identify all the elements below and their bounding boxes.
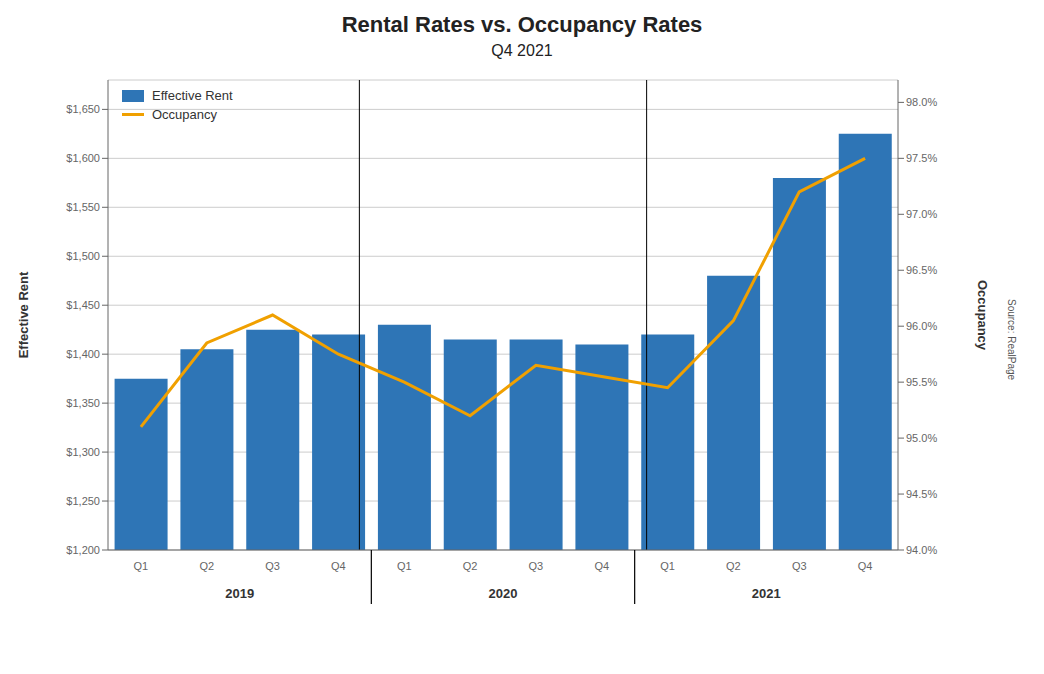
html-text:Q4 2021: Q4 2021 <box>491 42 553 59</box>
html-text:Rental Rates vs. Occupancy Rat: Rental Rates vs. Occupancy Rates <box>341 12 703 37</box>
svg-text:$1,550: $1,550 <box>66 201 100 213</box>
html-text:Source: RealPage: Source: RealPage <box>1006 299 1017 381</box>
svg-text:$1,650: $1,650 <box>66 103 100 115</box>
svg-text:97.5%: 97.5% <box>906 152 937 164</box>
svg-text:Q1: Q1 <box>134 560 149 572</box>
svg-text:Q2: Q2 <box>199 560 214 572</box>
svg-text:95.5%: 95.5% <box>906 376 937 388</box>
svg-text:97.0%: 97.0% <box>906 208 937 220</box>
svg-text:$1,250: $1,250 <box>66 495 100 507</box>
svg-text:$1,500: $1,500 <box>66 250 100 262</box>
svg-text:94.5%: 94.5% <box>906 488 937 500</box>
svg-text:95.0%: 95.0% <box>906 432 937 444</box>
svg-text:Q4: Q4 <box>331 560 346 572</box>
svg-text:2020: 2020 <box>489 586 518 601</box>
svg-text:Q1: Q1 <box>397 560 412 572</box>
svg-text:$1,450: $1,450 <box>66 299 100 311</box>
svg-text:Q4: Q4 <box>594 560 609 572</box>
html-text:Effective Rent: Effective Rent <box>152 88 233 103</box>
svg-text:98.0%: 98.0% <box>906 96 937 108</box>
svg-text:Q3: Q3 <box>265 560 280 572</box>
svg-text:$1,350: $1,350 <box>66 397 100 409</box>
svg-text:$1,300: $1,300 <box>66 446 100 458</box>
svg-text:96.5%: 96.5% <box>906 264 937 276</box>
html-text:Occupancy: Occupancy <box>152 107 217 122</box>
svg-text:$1,200: $1,200 <box>66 544 100 556</box>
svg-text:Q3: Q3 <box>792 560 807 572</box>
svg-text:2021: 2021 <box>752 586 781 601</box>
svg-text:Q2: Q2 <box>726 560 741 572</box>
svg-text:Q2: Q2 <box>463 560 478 572</box>
svg-text:96.0%: 96.0% <box>906 320 937 332</box>
svg-text:Effective Rent: Effective Rent <box>16 271 31 358</box>
svg-text:$1,600: $1,600 <box>66 152 100 164</box>
svg-text:Q4: Q4 <box>858 560 873 572</box>
svg-text:$1,400: $1,400 <box>66 348 100 360</box>
svg-text:94.0%: 94.0% <box>906 544 937 556</box>
svg-text:Q1: Q1 <box>660 560 675 572</box>
svg-text:2019: 2019 <box>225 586 254 601</box>
svg-text:Occupancy: Occupancy <box>975 280 990 351</box>
svg-text:Q3: Q3 <box>529 560 544 572</box>
